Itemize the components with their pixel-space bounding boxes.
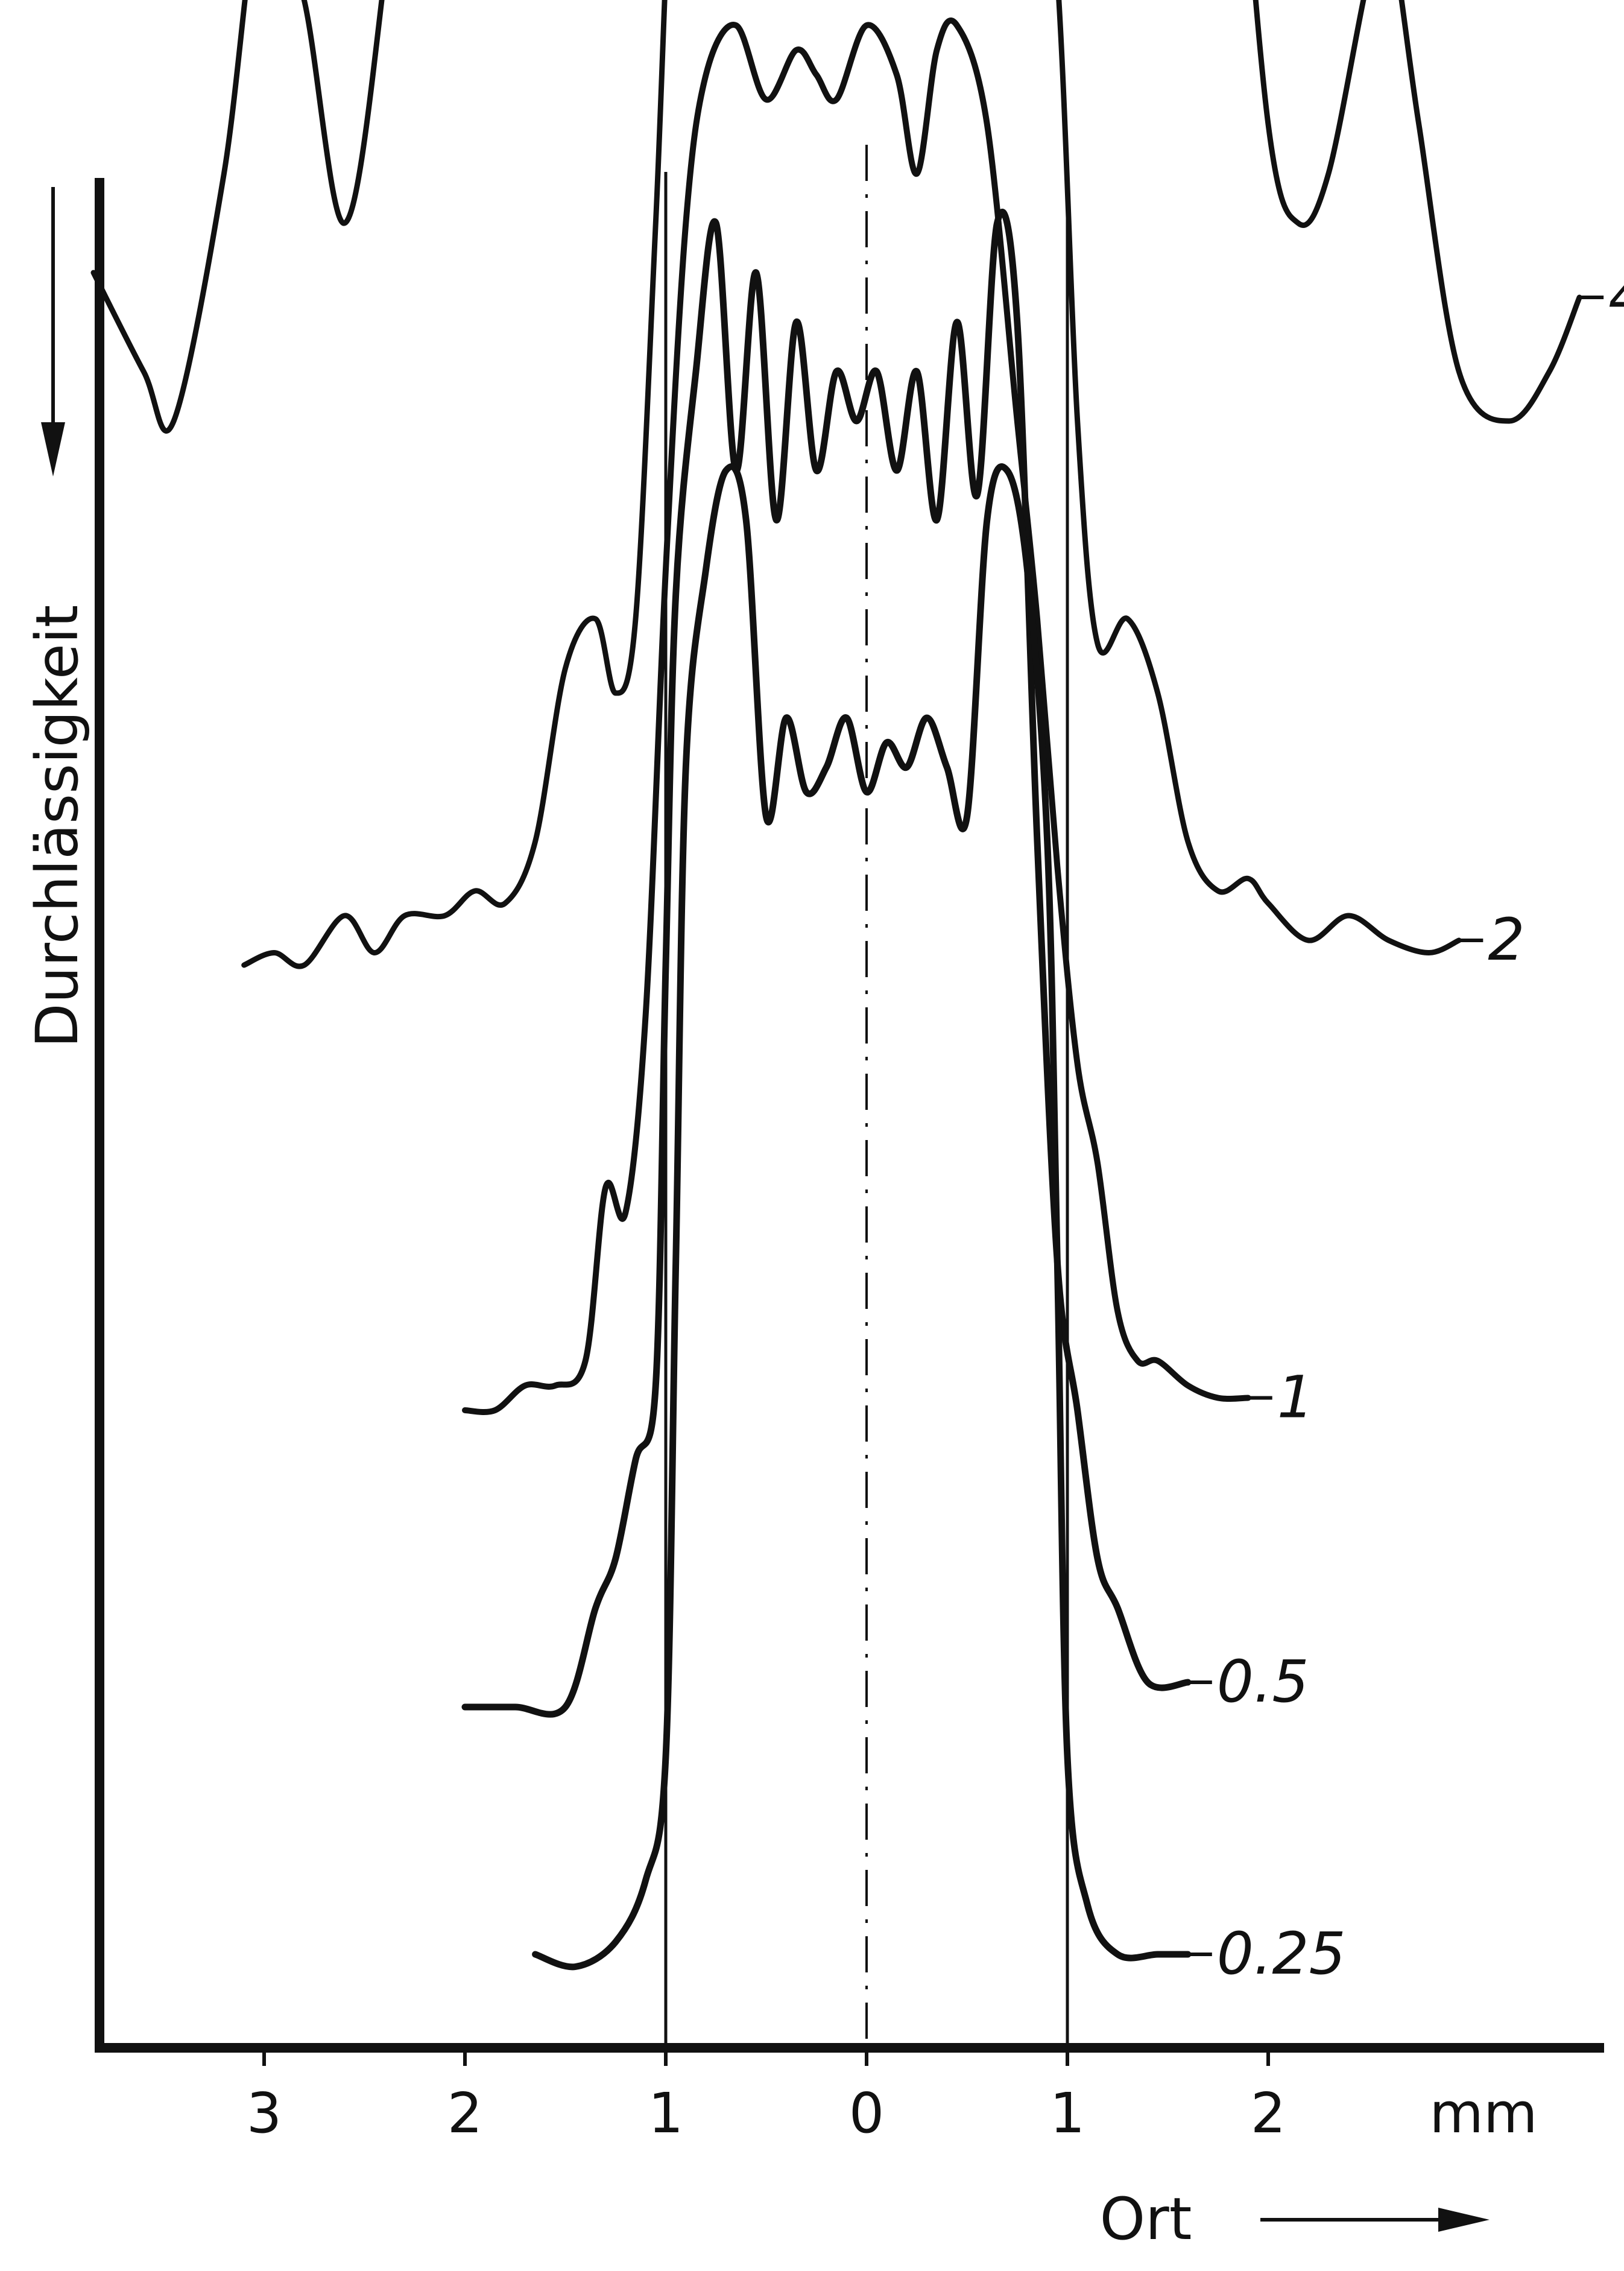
series-line-1	[462, 17, 1251, 1415]
x-tick-label-1: 2	[447, 2081, 483, 2146]
y-axis-arrow-head	[41, 422, 65, 477]
series-label-0-5: 0.5	[1217, 1648, 1309, 1715]
series-label-0-25: 0.25	[1217, 1920, 1346, 1988]
x-tick-label-4: 1	[1050, 2081, 1085, 2146]
series-label-1: 1	[1277, 1364, 1314, 1431]
series-label-4: 4	[1608, 263, 1624, 331]
series-label-2: 2	[1488, 906, 1524, 974]
x-axis-title: Ort	[1100, 2185, 1192, 2253]
x-tick-label-2: 1	[648, 2081, 684, 2146]
series-line-4	[90, 0, 1582, 434]
y-axis-title: Durchlässigkeit	[24, 605, 91, 1048]
series-line-0-5	[461, 209, 1192, 1718]
x-tick-label-3: 0	[849, 2081, 885, 2146]
series-line-2	[241, 0, 1462, 969]
series-line-0-25	[532, 463, 1192, 1971]
x-axis-arrow-head	[1438, 2208, 1490, 2232]
x-tick-label-5: 2	[1251, 2081, 1286, 2146]
x-tick-label-6: mm	[1429, 2081, 1537, 2146]
x-tick-label-0: 3	[247, 2081, 282, 2146]
